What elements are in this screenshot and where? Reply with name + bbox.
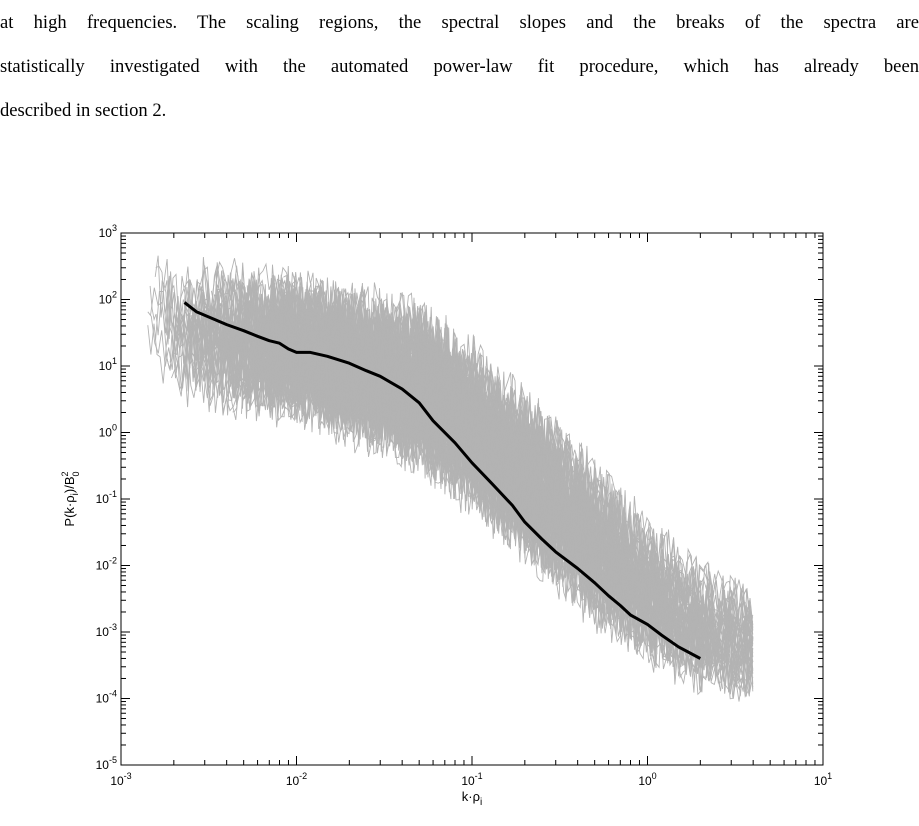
tick-label: 10-4 xyxy=(96,689,117,706)
tick-label: 101 xyxy=(99,356,117,373)
x-tick-labels: 10-3 10-2 10-1 100 101 xyxy=(110,771,832,788)
individual-spectrum-line xyxy=(293,322,754,676)
individual-spectra xyxy=(147,255,754,702)
mean-spectrum-layer xyxy=(183,301,702,660)
tick-label: 100 xyxy=(638,771,656,788)
axis-ticks xyxy=(120,232,824,766)
individual-spectrum-line xyxy=(196,318,564,587)
text-line-2: statistically investigated with the auto… xyxy=(0,56,919,77)
y-axis-label: P(k·ρi)/B20 xyxy=(60,471,81,526)
individual-spectrum-line xyxy=(203,270,673,599)
mean-spectrum-line xyxy=(183,301,702,660)
y-tick-labels: 103 102 101 100 10-1 10-2 10-3 10-4 10-5 xyxy=(96,223,117,772)
text-line-3: described in section 2. xyxy=(0,100,167,121)
tick-label: 10-3 xyxy=(110,771,131,788)
tick-label: 101 xyxy=(814,771,832,788)
tick-label: 102 xyxy=(99,290,117,307)
tick-label: 10-1 xyxy=(461,771,482,788)
x-axis-label: k·ρi xyxy=(462,789,482,808)
tick-label: 100 xyxy=(99,423,117,440)
tick-label: 10-2 xyxy=(286,771,307,788)
tick-label: 10-5 xyxy=(96,755,117,772)
tick-label: 10-3 xyxy=(96,622,117,639)
tick-label: 10-2 xyxy=(96,556,117,573)
individual-spectrum-line xyxy=(147,323,640,634)
tick-label: 103 xyxy=(99,223,117,240)
text-line-1: at high frequencies. The scaling regions… xyxy=(0,12,919,33)
tick-label: 10-1 xyxy=(96,489,117,506)
